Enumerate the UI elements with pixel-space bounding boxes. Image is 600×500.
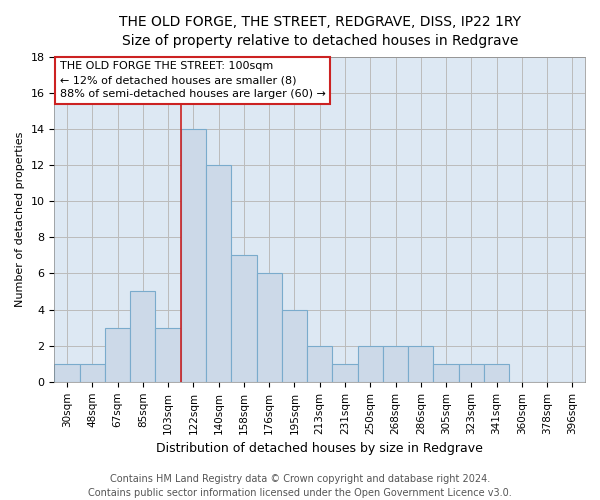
Bar [484, 364, 509, 382]
Bar [181, 129, 206, 382]
Bar [358, 346, 383, 382]
X-axis label: Distribution of detached houses by size in Redgrave: Distribution of detached houses by size … [156, 442, 483, 455]
Bar [307, 346, 332, 382]
Text: THE OLD FORGE THE STREET: 100sqm
← 12% of detached houses are smaller (8)
88% of: THE OLD FORGE THE STREET: 100sqm ← 12% o… [60, 62, 326, 100]
Bar [458, 364, 484, 382]
Bar [105, 328, 130, 382]
Bar [383, 346, 408, 382]
Bar [55, 364, 80, 382]
Bar [231, 256, 257, 382]
Title: THE OLD FORGE, THE STREET, REDGRAVE, DISS, IP22 1RY
Size of property relative to: THE OLD FORGE, THE STREET, REDGRAVE, DIS… [119, 15, 521, 48]
Bar [130, 292, 155, 382]
Text: Contains HM Land Registry data © Crown copyright and database right 2024.
Contai: Contains HM Land Registry data © Crown c… [88, 474, 512, 498]
Bar [206, 165, 231, 382]
Bar [257, 274, 282, 382]
Bar [408, 346, 433, 382]
Bar [332, 364, 358, 382]
Bar [155, 328, 181, 382]
Bar [80, 364, 105, 382]
Y-axis label: Number of detached properties: Number of detached properties [15, 132, 25, 307]
Bar [282, 310, 307, 382]
Bar [433, 364, 458, 382]
